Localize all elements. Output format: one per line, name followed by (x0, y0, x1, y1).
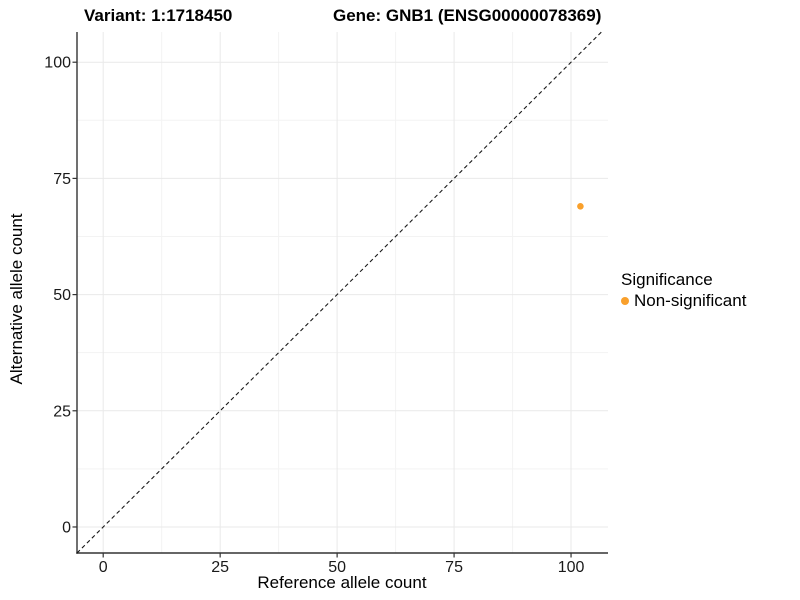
x-tick-label: 25 (211, 559, 229, 576)
y-axis-title: Alternative allele count (7, 213, 26, 384)
x-axis-title: Reference allele count (257, 573, 426, 592)
legend-title: Significance (621, 270, 713, 289)
plot-title-variant: Variant: 1:1718450 (84, 6, 233, 25)
x-tick-label: 100 (558, 559, 585, 576)
y-tick-label: 0 (62, 519, 71, 536)
x-tick-label: 0 (99, 559, 108, 576)
identity-line (76, 31, 602, 554)
x-tick-label: 50 (328, 559, 346, 576)
x-tick-label: 75 (445, 559, 463, 576)
plot-title-gene: Gene: GNB1 (ENSG00000078369) (333, 6, 602, 25)
plot-panel: 0 25 50 75 100 0 25 50 75 100 (44, 31, 608, 576)
data-point (577, 202, 584, 210)
legend: Significance Non-significant (621, 269, 746, 311)
y-tick-label: 100 (44, 55, 71, 72)
legend-entry-label: Non-significant (634, 291, 747, 310)
y-tick-label: 25 (53, 403, 71, 420)
legend-entry: Non-significant (621, 291, 746, 311)
legend-point-icon (621, 297, 629, 305)
y-tick-label: 75 (53, 171, 71, 188)
y-tick-label: 50 (53, 287, 71, 304)
